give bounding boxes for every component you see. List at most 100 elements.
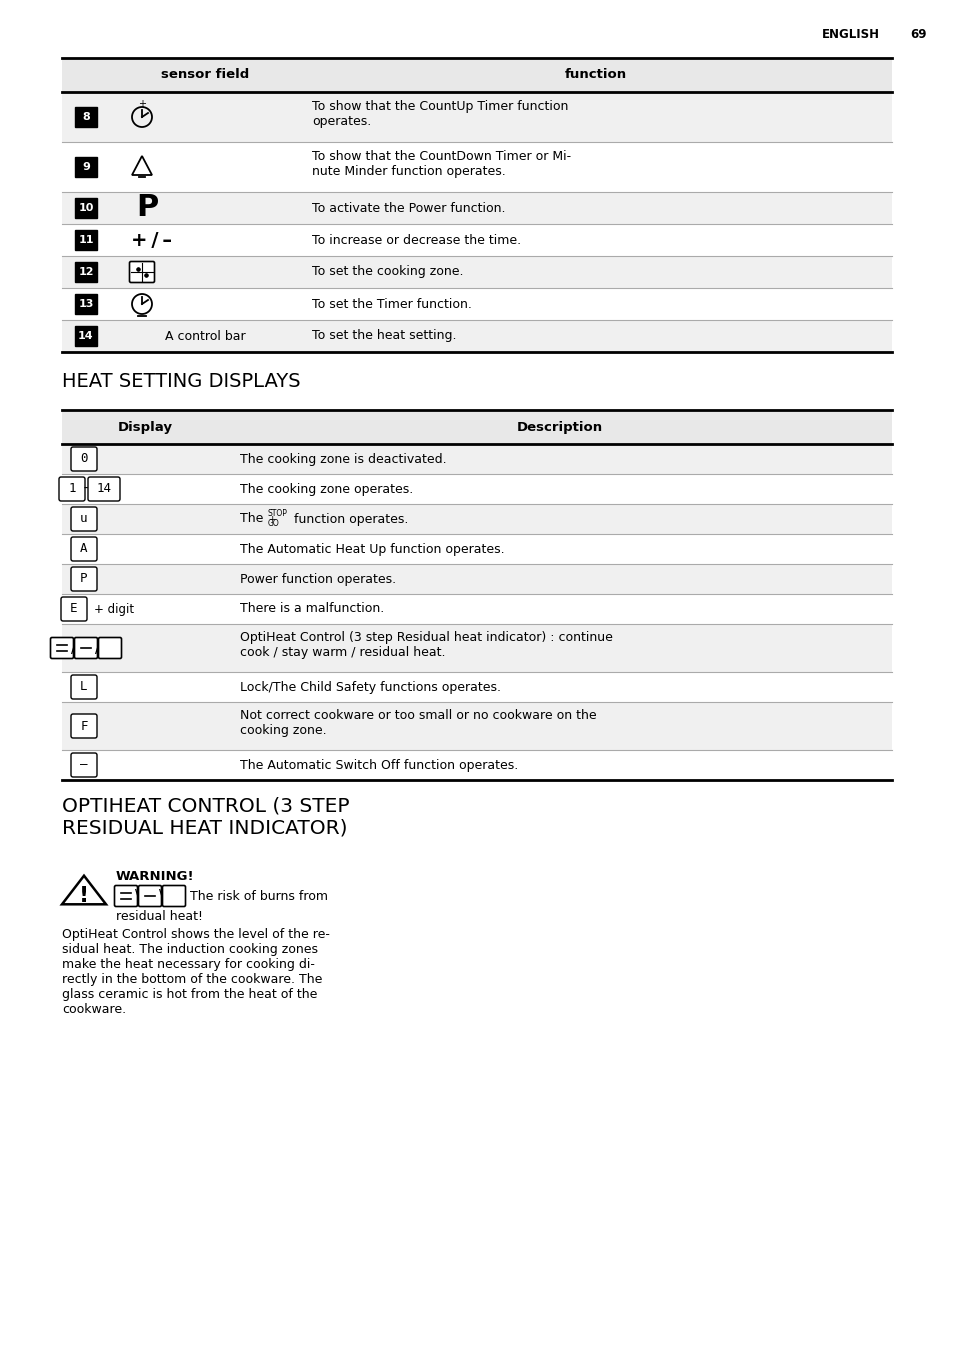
- Text: /: /: [71, 641, 76, 656]
- Text: There is a malfunction.: There is a malfunction.: [240, 603, 384, 615]
- Text: P: P: [80, 572, 88, 585]
- Text: +: +: [138, 99, 146, 110]
- Text: 14: 14: [96, 483, 112, 495]
- Text: /: /: [95, 641, 100, 656]
- FancyBboxPatch shape: [98, 638, 121, 658]
- Text: 14: 14: [78, 331, 93, 341]
- FancyBboxPatch shape: [71, 448, 97, 470]
- Text: 12: 12: [78, 266, 93, 277]
- Bar: [62, 534, 891, 564]
- FancyBboxPatch shape: [59, 477, 85, 502]
- Text: The Automatic Switch Off function operates.: The Automatic Switch Off function operat…: [240, 758, 517, 772]
- Text: 8: 8: [82, 112, 90, 122]
- Text: To activate the Power function.: To activate the Power function.: [312, 201, 505, 215]
- FancyBboxPatch shape: [61, 598, 87, 621]
- FancyBboxPatch shape: [71, 753, 97, 777]
- Text: 10: 10: [78, 203, 93, 214]
- Text: OptiHeat Control shows the level of the re-
sidual heat. The induction cooking z: OptiHeat Control shows the level of the …: [62, 927, 330, 1015]
- Text: A: A: [80, 542, 88, 556]
- FancyBboxPatch shape: [75, 230, 97, 250]
- Text: WARNING!: WARNING!: [116, 869, 194, 883]
- Text: GO: GO: [268, 519, 279, 529]
- FancyBboxPatch shape: [74, 638, 97, 658]
- FancyBboxPatch shape: [75, 197, 97, 218]
- Text: \: \: [135, 888, 140, 903]
- FancyBboxPatch shape: [71, 714, 97, 738]
- Text: OPTIHEAT CONTROL (3 STEP
RESIDUAL HEAT INDICATOR): OPTIHEAT CONTROL (3 STEP RESIDUAL HEAT I…: [62, 796, 349, 837]
- Text: Not correct cookware or too small or no cookware on the
cooking zone.: Not correct cookware or too small or no …: [240, 708, 596, 737]
- Text: P: P: [135, 193, 158, 223]
- Bar: [62, 58, 891, 92]
- FancyBboxPatch shape: [71, 537, 97, 561]
- Text: The risk of burns from: The risk of burns from: [186, 890, 328, 903]
- Text: L: L: [80, 680, 88, 694]
- Bar: [62, 192, 891, 224]
- Bar: [62, 672, 891, 702]
- Text: 69: 69: [909, 28, 925, 42]
- Text: Description: Description: [517, 420, 602, 434]
- Text: To increase or decrease the time.: To increase or decrease the time.: [312, 234, 520, 246]
- Text: u: u: [80, 512, 88, 526]
- Bar: [62, 594, 891, 625]
- Text: Lock/The Child Safety functions operates.: Lock/The Child Safety functions operates…: [240, 680, 500, 694]
- Text: !: !: [79, 886, 89, 906]
- FancyBboxPatch shape: [75, 262, 97, 283]
- Text: +: +: [268, 515, 275, 523]
- FancyBboxPatch shape: [71, 675, 97, 699]
- Bar: [62, 410, 891, 443]
- Text: 11: 11: [78, 235, 93, 245]
- FancyBboxPatch shape: [51, 638, 73, 658]
- Bar: [62, 92, 891, 142]
- Text: E: E: [71, 603, 77, 615]
- Text: 9: 9: [82, 162, 90, 172]
- Text: sensor field: sensor field: [161, 69, 249, 81]
- Text: To set the Timer function.: To set the Timer function.: [312, 297, 472, 311]
- Text: 0: 0: [80, 453, 88, 465]
- FancyBboxPatch shape: [71, 566, 97, 591]
- FancyBboxPatch shape: [75, 107, 97, 127]
- FancyBboxPatch shape: [75, 326, 97, 346]
- Text: –: –: [80, 758, 88, 772]
- Text: To show that the CountDown Timer or Mi-
nute Minder function operates.: To show that the CountDown Timer or Mi- …: [312, 150, 571, 178]
- Text: \: \: [159, 888, 164, 903]
- Text: The cooking zone is deactivated.: The cooking zone is deactivated.: [240, 453, 446, 465]
- Text: 1: 1: [69, 483, 75, 495]
- Bar: [62, 475, 891, 504]
- Text: Power function operates.: Power function operates.: [240, 572, 395, 585]
- Text: To set the heat setting.: To set the heat setting.: [312, 330, 456, 342]
- Text: ENGLISH: ENGLISH: [821, 28, 879, 42]
- FancyBboxPatch shape: [162, 886, 185, 906]
- FancyBboxPatch shape: [88, 477, 120, 502]
- FancyBboxPatch shape: [130, 261, 154, 283]
- FancyBboxPatch shape: [114, 886, 137, 906]
- Bar: [62, 750, 891, 780]
- Text: F: F: [80, 719, 88, 733]
- Text: OptiHeat Control (3 step Residual heat indicator) : continue
cook / stay warm / : OptiHeat Control (3 step Residual heat i…: [240, 631, 612, 658]
- Bar: [62, 142, 891, 192]
- FancyBboxPatch shape: [138, 886, 161, 906]
- Bar: [62, 625, 891, 672]
- Text: To show that the CountUp Timer function
operates.: To show that the CountUp Timer function …: [312, 100, 568, 128]
- Bar: [62, 256, 891, 288]
- Text: HEAT SETTING DISPLAYS: HEAT SETTING DISPLAYS: [62, 372, 300, 391]
- Bar: [62, 702, 891, 750]
- FancyBboxPatch shape: [75, 157, 97, 177]
- Text: residual heat!: residual heat!: [116, 910, 203, 923]
- Text: + / –: + / –: [132, 230, 172, 250]
- Text: A control bar: A control bar: [165, 330, 245, 342]
- Text: function operates.: function operates.: [290, 512, 408, 526]
- Text: function: function: [564, 69, 626, 81]
- Bar: [62, 320, 891, 352]
- Text: To set the cooking zone.: To set the cooking zone.: [312, 265, 463, 279]
- Text: Display: Display: [117, 420, 172, 434]
- Text: The: The: [240, 512, 267, 526]
- Text: + digit: + digit: [94, 603, 134, 615]
- Bar: [62, 224, 891, 256]
- Text: STOP: STOP: [268, 510, 288, 519]
- FancyBboxPatch shape: [75, 293, 97, 314]
- Bar: [62, 288, 891, 320]
- Bar: [62, 564, 891, 594]
- Text: The cooking zone operates.: The cooking zone operates.: [240, 483, 413, 495]
- FancyBboxPatch shape: [71, 507, 97, 531]
- Bar: [62, 504, 891, 534]
